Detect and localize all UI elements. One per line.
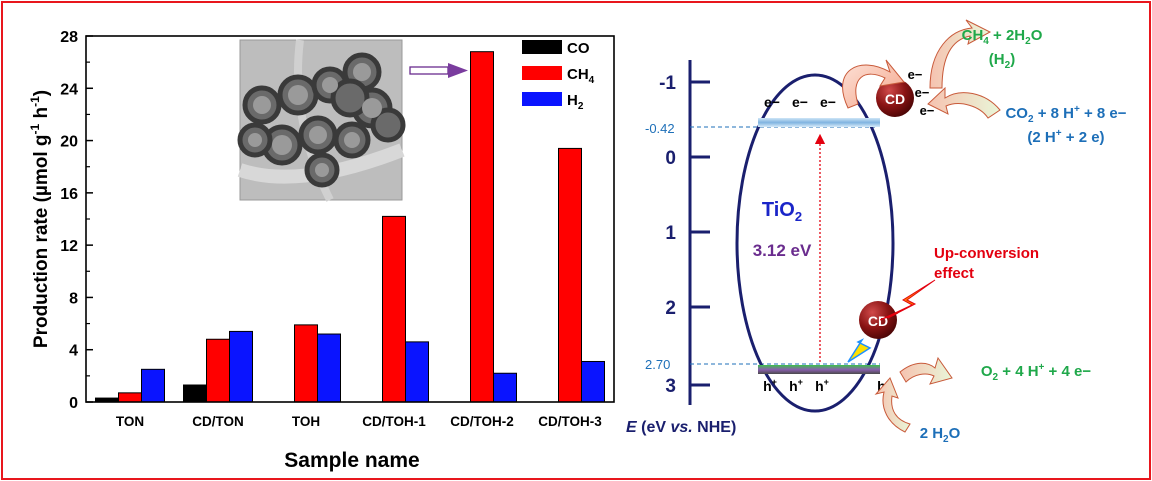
bar-chart: 0 4 8 12 16 20 24 28 TON CD/TON TOH CD/TOH-1 CD/TOH… <box>28 29 615 472</box>
hole-1: h+ <box>763 377 777 394</box>
electron-1: e− <box>764 94 780 110</box>
legend-swatch-co <box>522 40 562 54</box>
plot-frame <box>85 35 615 403</box>
electron-2: e− <box>792 94 808 110</box>
water-reactant-arrow <box>874 377 911 433</box>
energy-tick-label: 1 <box>665 223 676 244</box>
bar-ch4 <box>470 51 494 403</box>
bar-ch4 <box>382 215 406 403</box>
y-tick-label: 28 <box>60 29 78 46</box>
tem-image-inset <box>237 39 406 202</box>
tio2-particle <box>735 73 895 413</box>
h-reaction-text: (2 H+ + 2 e) <box>1027 128 1104 146</box>
conduction-band <box>758 118 880 127</box>
bar-h2 <box>581 360 605 403</box>
electron-5: e− <box>915 85 930 100</box>
energy-tick-label: -1 <box>659 73 676 94</box>
electron-4: e− <box>908 67 923 82</box>
x-tick-label: CD/TOH-1 <box>362 414 426 429</box>
legend-label-ch4: CH4 <box>567 66 595 86</box>
cd-label-bottom: CD <box>868 313 888 329</box>
bar-h2 <box>493 372 517 403</box>
y-tick-label: 16 <box>60 186 78 203</box>
water-text: 2 H2O <box>920 425 961 445</box>
bar-h2 <box>141 368 165 403</box>
y-axis-label: Production rate (µmol g-1 h-1) <box>28 90 52 348</box>
x-axis-ticks: TON CD/TON TOH CD/TOH-1 CD/TOH-2 CD/TOH-3 <box>116 396 602 429</box>
light-bolt-icon <box>879 279 936 321</box>
energy-tick-label: 3 <box>665 376 676 397</box>
cd-dot-bottom <box>859 301 897 339</box>
bars <box>95 51 605 403</box>
energy-tick-label: 0 <box>665 148 676 169</box>
legend-swatch-h2 <box>522 92 562 106</box>
h2-product-text: (H2) <box>989 51 1015 71</box>
bar-ch4 <box>294 324 318 403</box>
bar-ch4 <box>118 392 142 403</box>
x-axis-label: Sample name <box>284 449 419 472</box>
electron-3: e− <box>820 94 836 110</box>
legend-swatch-ch4 <box>522 66 562 80</box>
light-spark-icon <box>847 338 872 363</box>
bar-h2 <box>405 341 429 403</box>
y-tick-label: 4 <box>69 343 78 360</box>
co2-reaction-text: CO2 + 8 H+ + 8 e− <box>1005 104 1126 125</box>
hole-2: h+ <box>789 377 803 394</box>
y-axis-ticks: 0 4 8 12 16 20 24 28 <box>60 29 93 412</box>
y-tick-label: 24 <box>60 81 78 98</box>
ch4-product-text: CH4 + 2H2O <box>962 27 1043 47</box>
band-gap-label: 3.12 eV <box>753 241 812 260</box>
x-tick-label: CD/TOH-2 <box>450 414 514 429</box>
upconversion-line-1: Up-conversion <box>934 245 1039 262</box>
cd-dot-top <box>876 79 914 117</box>
bar-co <box>183 384 207 403</box>
x-tick-label: TON <box>116 414 144 429</box>
legend: CO CH4 H2 <box>522 40 595 112</box>
upconversion-line-2: effect <box>934 265 974 282</box>
hole-3: h+ <box>815 377 829 394</box>
x-tick-label: CD/TOH-3 <box>538 414 602 429</box>
energy-axis-label: E (eV vs. NHE) <box>626 419 736 436</box>
band-diagram: -1 0 1 2 3 E (eV vs. NHE) -0.42 2.70 TiO2 3.… <box>626 19 1127 445</box>
cb-value: -0.42 <box>645 121 675 136</box>
material-label: TiO2 <box>762 199 802 224</box>
y-tick-label: 0 <box>69 395 78 412</box>
energy-axis-ticks: -1 0 1 2 3 <box>659 73 710 397</box>
legend-label-h2: H2 <box>567 92 584 112</box>
cd-label-top: CD <box>885 91 905 107</box>
y-tick-label: 20 <box>60 134 78 151</box>
o2-reaction-text: O2 + 4 H+ + 4 e− <box>981 362 1091 383</box>
y-tick-label: 12 <box>60 238 78 255</box>
y-tick-label: 8 <box>69 290 78 307</box>
bar-ch4 <box>558 147 582 403</box>
bar-h2 <box>317 333 341 403</box>
bar-h2 <box>229 330 253 403</box>
valence-band <box>758 365 880 374</box>
co2-reactant-arrow <box>927 86 1001 119</box>
o2-product-arrow <box>899 356 953 385</box>
bar-ch4 <box>206 338 230 403</box>
electron-6: e− <box>920 103 935 118</box>
inset-pointer-arrow <box>409 63 468 78</box>
x-tick-label: TOH <box>292 414 320 429</box>
x-tick-label: CD/TON <box>192 414 244 429</box>
ch4-product-arrow <box>929 19 992 89</box>
vb-value: 2.70 <box>645 357 670 372</box>
legend-label-co: CO <box>567 40 590 57</box>
electron-transfer-arrow <box>842 59 905 109</box>
energy-tick-label: 2 <box>665 298 676 319</box>
